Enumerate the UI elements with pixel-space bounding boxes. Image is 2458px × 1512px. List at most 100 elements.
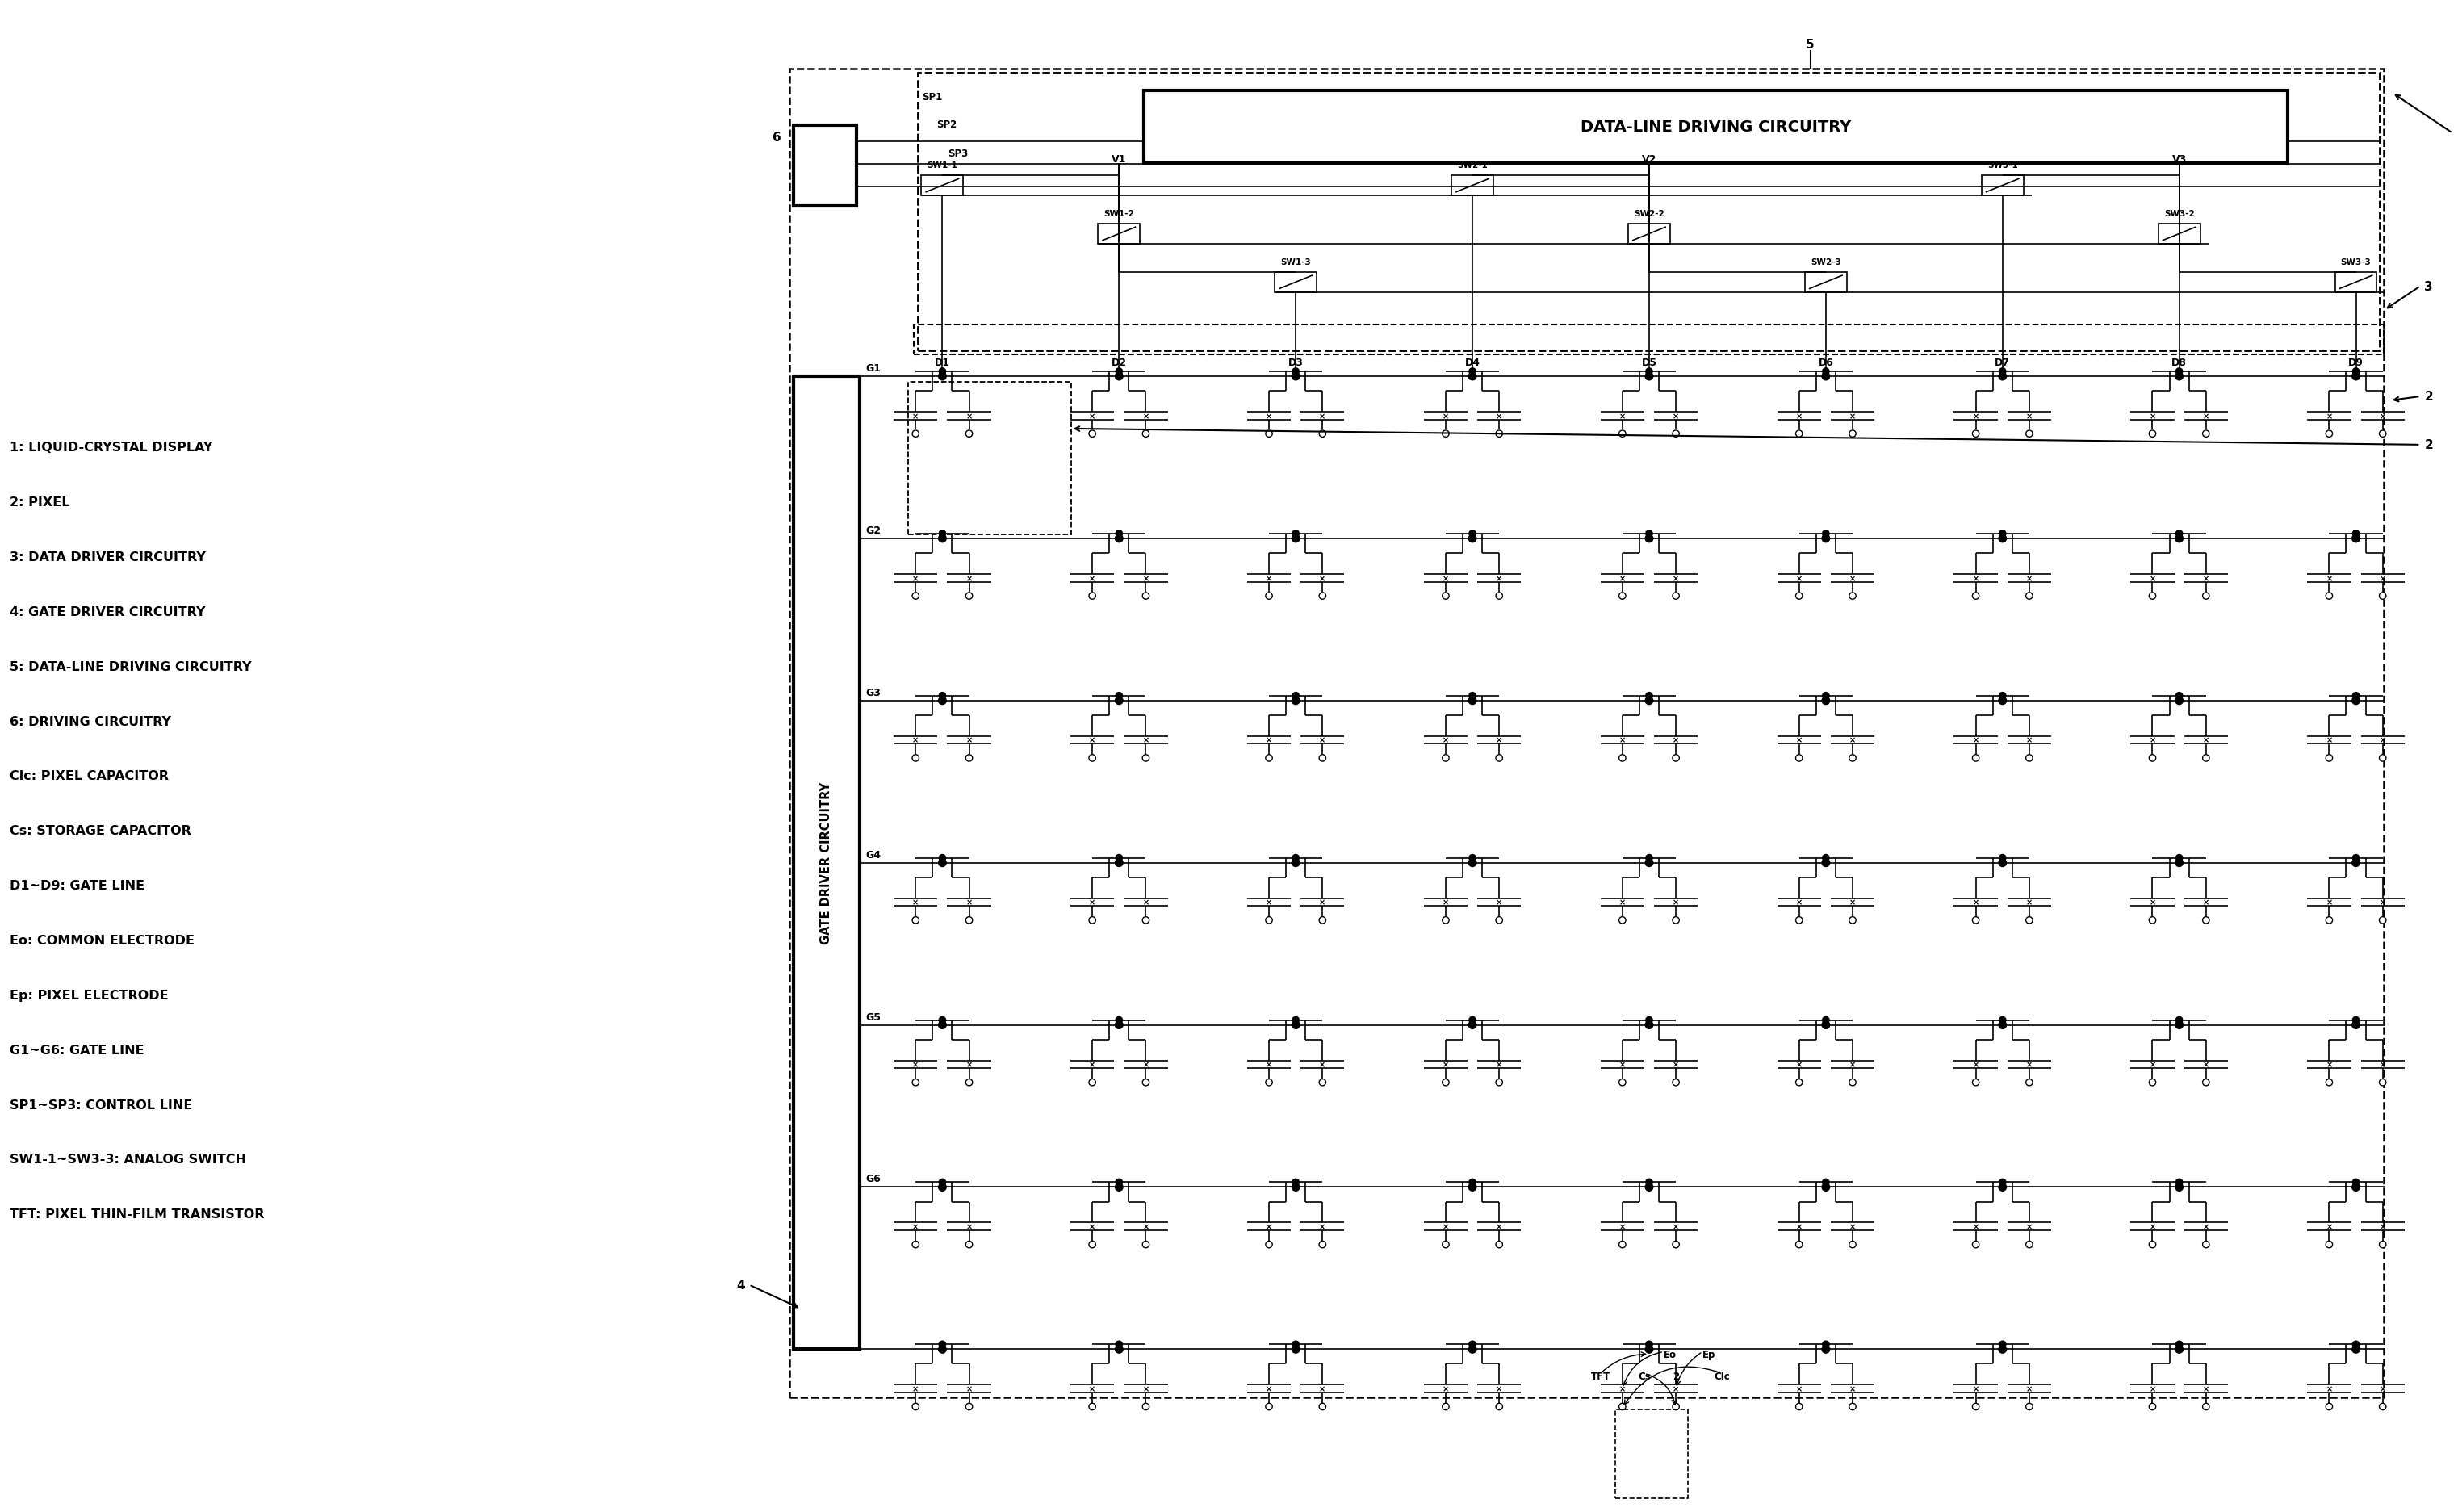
Text: ×: ×	[1971, 736, 1979, 744]
Bar	[789, 70, 2384, 1397]
Text: 2: PIXEL: 2: PIXEL	[10, 496, 69, 508]
Circle shape	[1848, 431, 1856, 437]
Circle shape	[1443, 754, 1450, 762]
Circle shape	[1116, 692, 1123, 700]
Bar	[1804, 272, 1846, 293]
Text: ×: ×	[1620, 1385, 1625, 1393]
Text: ×: ×	[1797, 898, 1802, 907]
Circle shape	[2352, 1346, 2360, 1353]
Text: D4: D4	[1465, 357, 1480, 367]
Text: ×: ×	[1266, 413, 1273, 420]
Circle shape	[912, 1403, 919, 1411]
Circle shape	[1470, 1179, 1475, 1185]
Bar	[1615, 1409, 1689, 1498]
Circle shape	[2025, 754, 2033, 762]
Circle shape	[1647, 1179, 1652, 1185]
Circle shape	[1116, 531, 1123, 537]
Text: ×: ×	[1089, 898, 1096, 907]
Text: ×: ×	[2202, 1223, 2210, 1231]
Text: ×: ×	[1320, 1060, 1325, 1069]
Text: D9: D9	[2347, 357, 2365, 367]
Circle shape	[939, 697, 946, 705]
Text: ×: ×	[1089, 1060, 1096, 1069]
Circle shape	[1821, 1179, 1829, 1185]
Text: ×: ×	[2325, 898, 2333, 907]
Text: ×: ×	[1443, 898, 1448, 907]
Circle shape	[939, 692, 946, 700]
Circle shape	[1998, 1021, 2006, 1030]
Text: ×: ×	[2148, 736, 2156, 744]
Circle shape	[939, 1184, 946, 1191]
Circle shape	[1089, 593, 1096, 600]
Text: ×: ×	[1848, 1385, 1856, 1393]
Circle shape	[1821, 1184, 1829, 1191]
Circle shape	[1821, 1341, 1829, 1347]
Bar	[909, 383, 1072, 535]
Text: Ep: Ep	[1703, 1349, 1716, 1359]
Text: ×: ×	[2025, 1223, 2033, 1231]
Text: ×: ×	[1320, 898, 1325, 907]
Circle shape	[2025, 593, 2033, 600]
Circle shape	[939, 535, 946, 543]
Text: ×: ×	[2025, 1060, 2033, 1069]
Bar	[1276, 272, 1317, 293]
Circle shape	[1116, 859, 1123, 866]
Circle shape	[2175, 369, 2183, 375]
Text: ×: ×	[1443, 1223, 1448, 1231]
Circle shape	[2352, 1018, 2360, 1024]
Text: D2: D2	[1111, 357, 1126, 367]
Text: ×: ×	[1266, 736, 1273, 744]
Circle shape	[2325, 1241, 2333, 1247]
Circle shape	[1848, 754, 1856, 762]
Circle shape	[2325, 918, 2333, 924]
Text: ×: ×	[1497, 1385, 1502, 1393]
Text: ×: ×	[1671, 1385, 1679, 1393]
Circle shape	[2175, 1341, 2183, 1347]
Circle shape	[2175, 535, 2183, 543]
Circle shape	[966, 431, 973, 437]
Text: ×: ×	[966, 736, 973, 744]
Text: ×: ×	[1848, 1223, 1856, 1231]
Text: D5: D5	[1642, 357, 1657, 367]
Text: ×: ×	[1143, 575, 1148, 582]
Circle shape	[1644, 1346, 1652, 1353]
Text: D3: D3	[1288, 357, 1303, 367]
Circle shape	[1998, 692, 2006, 700]
Bar	[919, 73, 2379, 351]
Circle shape	[1293, 692, 1300, 700]
Text: SW1-2: SW1-2	[1104, 210, 1133, 218]
Circle shape	[1089, 1241, 1096, 1247]
Bar	[914, 325, 2384, 355]
Circle shape	[1821, 1021, 1829, 1030]
Circle shape	[2352, 535, 2360, 543]
Circle shape	[1116, 369, 1123, 375]
Circle shape	[1467, 373, 1477, 381]
Circle shape	[1320, 754, 1325, 762]
Text: ×: ×	[1797, 1060, 1802, 1069]
Circle shape	[1266, 1403, 1273, 1411]
Circle shape	[1293, 1341, 1300, 1347]
Circle shape	[966, 918, 973, 924]
Circle shape	[1797, 754, 1802, 762]
Text: ×: ×	[2202, 575, 2210, 582]
Circle shape	[966, 1080, 973, 1086]
Text: 1: LIQUID-CRYSTAL DISPLAY: 1: LIQUID-CRYSTAL DISPLAY	[10, 442, 214, 454]
Bar	[1099, 224, 1141, 245]
Text: ×: ×	[912, 736, 919, 744]
Circle shape	[1320, 1080, 1325, 1086]
Text: ×: ×	[1266, 1223, 1273, 1231]
Circle shape	[2352, 1021, 2360, 1030]
Text: D6: D6	[1819, 357, 1834, 367]
Circle shape	[939, 531, 946, 537]
Circle shape	[1293, 1184, 1300, 1191]
Circle shape	[1497, 1241, 1502, 1247]
Circle shape	[1143, 754, 1150, 762]
Circle shape	[1293, 1346, 1300, 1353]
Circle shape	[1797, 1241, 1802, 1247]
Text: SW1-3: SW1-3	[1281, 259, 1310, 266]
Circle shape	[2202, 1241, 2210, 1247]
Circle shape	[1998, 369, 2006, 375]
Bar	[794, 125, 855, 206]
Circle shape	[1620, 1403, 1625, 1411]
Circle shape	[1644, 1021, 1652, 1030]
